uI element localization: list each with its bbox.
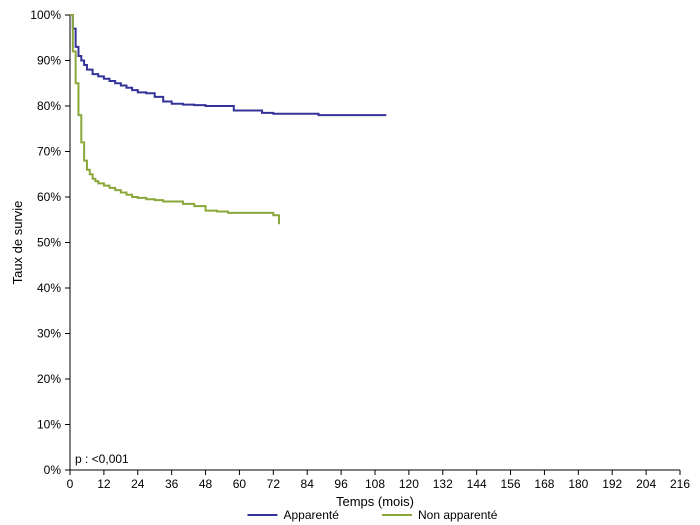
y-tick-label: 80% — [37, 99, 61, 113]
chart-svg: 0% 10% 20% 30% 40% 50% 60% 70% 80% 90% 100% 0 12 24 36… — [0, 0, 700, 525]
x-tick-label: 36 — [165, 477, 179, 491]
x-tick-label: 216 — [670, 477, 690, 491]
x-tick-label: 108 — [365, 477, 385, 491]
x-axis-title: Temps (mois) — [336, 494, 414, 509]
legend-label-1: Non apparenté — [418, 508, 498, 522]
x-tick-label: 156 — [501, 477, 521, 491]
y-tick-label: 70% — [37, 145, 61, 159]
x-tick-label: 144 — [467, 477, 487, 491]
x-tick-label: 84 — [301, 477, 315, 491]
y-tick-label: 0% — [44, 463, 62, 477]
x-tick-label: 24 — [131, 477, 145, 491]
y-tick-label: 10% — [37, 418, 61, 432]
y-tick-label: 90% — [37, 54, 61, 68]
series-1 — [70, 15, 279, 224]
x-tick-label: 120 — [399, 477, 419, 491]
p-value: p : <0,001 — [75, 452, 129, 466]
y-tick-label: 50% — [37, 236, 61, 250]
x-tick-label: 132 — [433, 477, 453, 491]
x-tick-label: 204 — [636, 477, 656, 491]
x-tick-label: 60 — [233, 477, 247, 491]
legend-label-0: Apparenté — [284, 508, 340, 522]
y-tick-label: 20% — [37, 372, 61, 386]
x-tick-label: 180 — [568, 477, 588, 491]
y-axis-title: Taux de survie — [10, 201, 25, 285]
x-tick-label: 72 — [267, 477, 281, 491]
y-tick-label: 60% — [37, 190, 61, 204]
survival-chart: 0% 10% 20% 30% 40% 50% 60% 70% 80% 90% 100% 0 12 24 36… — [0, 0, 700, 525]
y-tick-label: 100% — [30, 8, 61, 22]
x-tick-label: 12 — [97, 477, 111, 491]
x-tick-label: 0 — [67, 477, 74, 491]
x-tick-label: 168 — [534, 477, 554, 491]
x-tick-label: 96 — [334, 477, 348, 491]
y-tick-label: 30% — [37, 327, 61, 341]
y-tick-label: 40% — [37, 281, 61, 295]
x-tick-label: 48 — [199, 477, 213, 491]
x-tick-label: 192 — [602, 477, 622, 491]
series-0 — [70, 15, 386, 115]
